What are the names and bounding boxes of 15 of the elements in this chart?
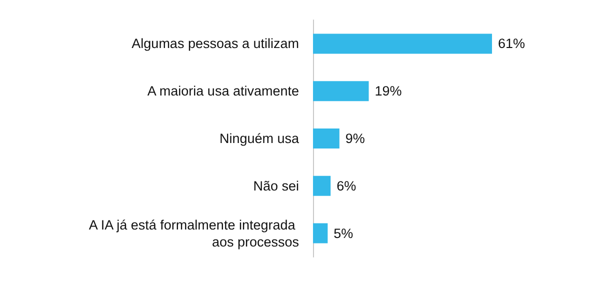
bar: [313, 128, 340, 148]
data-label: 5%: [334, 226, 354, 241]
y-tick-label: Ninguém usa: [219, 131, 300, 146]
bar: [313, 81, 369, 102]
data-label: 9%: [345, 131, 365, 146]
bar: [313, 34, 492, 54]
y-tick-label: Algumas pessoas a utilizam: [132, 36, 299, 52]
y-tick-label: A maioria usa ativamente: [147, 84, 299, 99]
y-tick-label: A IA já está formalmente integrada aos processos: [88, 217, 300, 250]
y-tick-label: Não sei: [253, 178, 299, 194]
data-label: 19%: [374, 84, 402, 99]
data-label: 6%: [336, 178, 356, 194]
bar: [313, 223, 328, 244]
bar: [313, 176, 331, 196]
data-label: 61%: [498, 36, 526, 52]
